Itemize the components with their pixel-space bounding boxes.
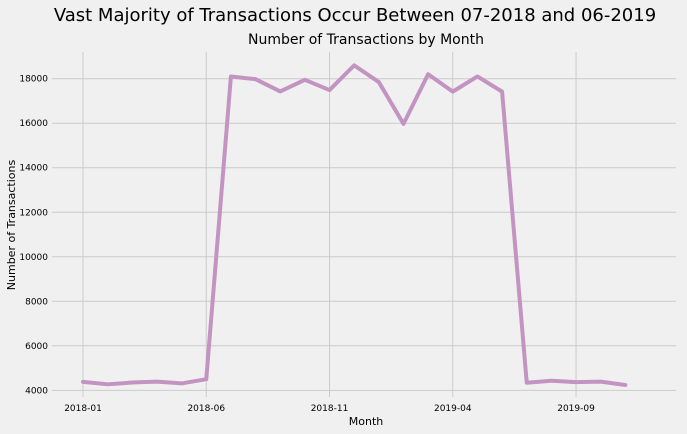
y-tick-label: 6000 [25,342,48,352]
y-tick-label: 18000 [19,75,48,85]
x-axis-label: Month [349,415,384,428]
plot-area: 4000 6000 8000 10000 12000 14000 16000 18000 201… [19,52,676,414]
y-tick-label: 8000 [25,297,48,307]
y-tick-label: 10000 [19,253,48,263]
chart-suptitle: Vast Majority of Transactions Occur Betw… [54,5,656,26]
x-tick-label: 2019-04 [434,404,472,414]
y-tick-label: 16000 [19,119,48,129]
x-tick-label: 2018-01 [64,404,102,414]
chart-title: Number of Transactions by Month [248,32,484,48]
x-tick-label: 2018-11 [311,404,349,414]
x-tick-label: 2019-09 [557,404,595,414]
y-tick-label: 4000 [25,386,48,396]
y-tick-label: 14000 [19,164,48,174]
x-tick-label: 2018-06 [187,404,225,414]
y-tick-label: 12000 [19,208,48,218]
series-line [81,63,628,387]
y-axis-label: Number of Transactions [5,160,18,291]
